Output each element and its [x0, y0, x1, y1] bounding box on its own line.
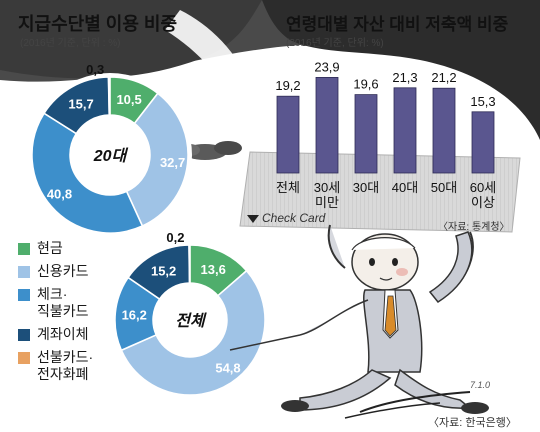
- bar-value-1: 23,9: [314, 59, 339, 74]
- bar-1: [315, 77, 339, 174]
- bottom-source: 〈자료: 한국은행〉: [428, 416, 517, 429]
- donut-total-label-debit-card: 16,2: [122, 308, 147, 323]
- donut-20s-slice-credit-card: [125, 92, 189, 227]
- donut-total-slice-credit-card: [120, 269, 266, 396]
- legend-swatch-prepaid: [18, 352, 30, 364]
- necktie: [384, 295, 397, 337]
- bar-category-5: 60세: [470, 180, 496, 195]
- donut-total-label-cash: 13,6: [201, 262, 226, 277]
- cheek: [396, 268, 408, 276]
- bar-category-2: 30대: [353, 180, 379, 195]
- bar-category-1: 30세: [314, 180, 340, 195]
- bar-0: [276, 95, 300, 174]
- dark-wash-left: [0, 0, 262, 79]
- left-eye: [369, 258, 375, 266]
- donut-20s-label-prepaid: 0,3: [86, 62, 104, 77]
- legend-label-transfer: 계좌이체: [37, 326, 89, 342]
- pull-line: [229, 334, 301, 351]
- bar-3: [393, 87, 417, 174]
- right-sleeve: [428, 231, 473, 303]
- left-arm: [327, 224, 346, 269]
- bar-value-5: 15,3: [470, 94, 495, 109]
- legend-label-cash: 현금: [37, 240, 63, 256]
- right-chart-source: 〈자료: 통계청〉: [438, 221, 510, 233]
- donut-total-slice-prepaid: [188, 244, 191, 284]
- donut-total-label-credit-card: 54,8: [215, 360, 240, 375]
- legend-label-prepaid: 선불카드· 전자화폐: [37, 349, 94, 382]
- donut-20s-label-credit-card: 32,7: [160, 155, 185, 170]
- legend-swatch-debit-card: [18, 289, 30, 301]
- legend-item-prepaid: 선불카드· 전자화폐: [18, 349, 128, 383]
- bar-4: [432, 87, 456, 174]
- bar-2: [354, 94, 378, 174]
- pulling-arm: [299, 299, 369, 336]
- donut-20s-label-debit-card: 40,8: [47, 187, 72, 202]
- hair: [351, 237, 416, 251]
- bar-category-3: 40대: [392, 180, 418, 195]
- legend-item-debit-card: 체크· 직불카드: [18, 286, 128, 320]
- donut-total-label-prepaid: 0,2: [166, 230, 184, 245]
- left-chart-subtitle: (2016년 기준, 단위 : %): [20, 36, 120, 49]
- mouth: [379, 277, 393, 281]
- right-chart-title: 연령대별 자산 대비 저축액 비중: [286, 14, 509, 34]
- bar-category-1-line2: 미만: [315, 195, 339, 210]
- donut-20s-slice-prepaid: [107, 76, 111, 116]
- right-chart-subtitle: (2016년 기준, 단위: %): [286, 36, 384, 49]
- donut-20s-label-transfer: 15,7: [68, 97, 93, 112]
- check-card-text: Check Card: [262, 211, 326, 225]
- right-eye: [392, 258, 398, 266]
- legend-swatch-credit-card: [18, 266, 30, 278]
- dark-wash-right: [262, 0, 540, 140]
- bar-value-3: 21,3: [392, 70, 417, 85]
- running-businessman-illustration: [229, 224, 489, 419]
- legend-item-cash: 현금: [18, 240, 128, 257]
- legend-swatch-cash: [18, 243, 30, 255]
- donut-total-label-transfer: 15,2: [151, 264, 176, 279]
- bar-category-0: 전체: [276, 180, 300, 195]
- bar-value-0: 19,2: [275, 78, 300, 93]
- donut-20s: 10,5 32,7 40,8 15,7 0,3 20대: [28, 62, 192, 237]
- legend-item-transfer: 계좌이체: [18, 326, 128, 343]
- ground-stroke-1: [359, 391, 471, 413]
- donut-20s-label-cash: 10,5: [116, 92, 141, 107]
- bar-category-4: 50대: [431, 180, 457, 195]
- bar-5: [471, 111, 495, 174]
- legend-swatch-transfer: [18, 329, 30, 341]
- legend-label-debit-card: 체크· 직불카드: [37, 286, 89, 319]
- legend: 현금 신용카드 체크· 직불카드 계좌이체 선불카드· 전자화폐: [18, 240, 128, 389]
- legend-item-credit-card: 신용카드: [18, 263, 128, 280]
- light-streak: [165, 10, 270, 150]
- front-shoe: [461, 402, 489, 414]
- card-arrow-icon: [247, 215, 259, 223]
- donut-20s-center-label: 20대: [93, 147, 129, 165]
- bar-category-5-line2: 이상: [471, 195, 495, 210]
- ground-stroke-2: [344, 402, 441, 419]
- bar-value-4: 21,2: [431, 70, 456, 85]
- back-shoe: [281, 400, 309, 412]
- artist-signature: 7.1.0: [470, 380, 490, 390]
- legend-label-credit-card: 신용카드: [37, 263, 89, 279]
- donut-total: 13,6 54,8 16,2 15,2 0,2 전체: [110, 230, 270, 400]
- donut-20s-slice-debit-card: [31, 112, 144, 234]
- left-chart-title: 지급수단별 이용 비중: [18, 14, 177, 34]
- bar-value-2: 19,6: [353, 77, 378, 92]
- donut-total-center-label: 전체: [175, 312, 207, 330]
